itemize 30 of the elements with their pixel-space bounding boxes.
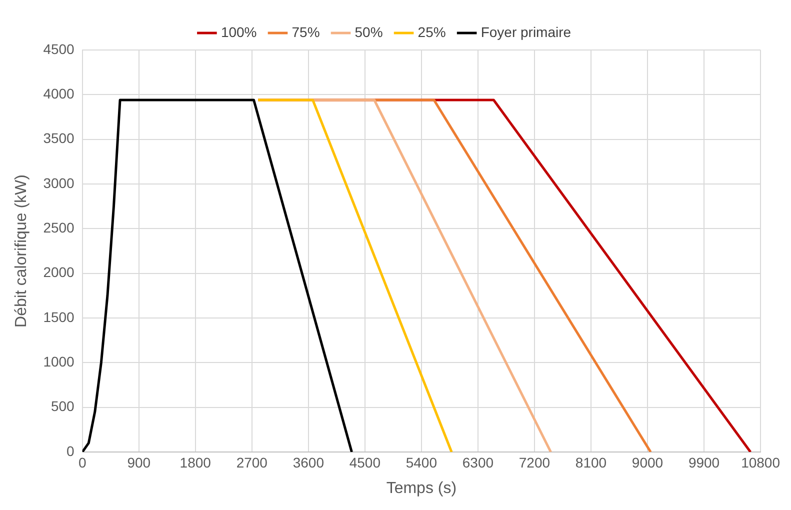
x-axis-title: Temps (s) — [386, 480, 457, 497]
x-tick-label: 900 — [127, 454, 151, 470]
x-tick-label: 2700 — [236, 454, 268, 470]
y-tick-label: 4000 — [43, 86, 75, 102]
x-tick-label: 3600 — [292, 454, 324, 470]
legend-label: 25% — [418, 24, 446, 40]
y-tick-label: 1500 — [43, 308, 75, 325]
legend-label: 75% — [292, 24, 320, 40]
x-tick-label: 0 — [78, 454, 86, 470]
y-tick-label: 500 — [50, 398, 75, 414]
x-tick-label: 4500 — [349, 454, 381, 470]
y-tick-label: 2500 — [43, 220, 75, 236]
y-tick-label: 3500 — [43, 130, 75, 146]
legend-label: Foyer primaire — [480, 24, 572, 40]
legend-label: 100% — [220, 24, 257, 40]
x-tick-label: 5400 — [406, 454, 438, 470]
y-axis-title: Débit calorifique (kW) — [13, 174, 30, 328]
y-tick-label: 0 — [66, 442, 75, 459]
x-tick-label: 8100 — [575, 454, 607, 470]
x-tick-label: 7200 — [518, 454, 550, 470]
x-tick-label: 10800 — [741, 454, 780, 470]
y-tick-label: 1000 — [43, 354, 75, 370]
y-tick-label: 3000 — [43, 174, 75, 191]
x-tick-label: 9000 — [632, 454, 664, 470]
y-tick-label: 4500 — [43, 40, 75, 57]
x-tick-label: 6300 — [462, 454, 494, 470]
y-tick-label: 2000 — [43, 264, 75, 280]
x-tick-label: 1800 — [180, 454, 212, 470]
x-tick-label: 9900 — [688, 454, 720, 470]
legend-label: 50% — [354, 24, 383, 40]
